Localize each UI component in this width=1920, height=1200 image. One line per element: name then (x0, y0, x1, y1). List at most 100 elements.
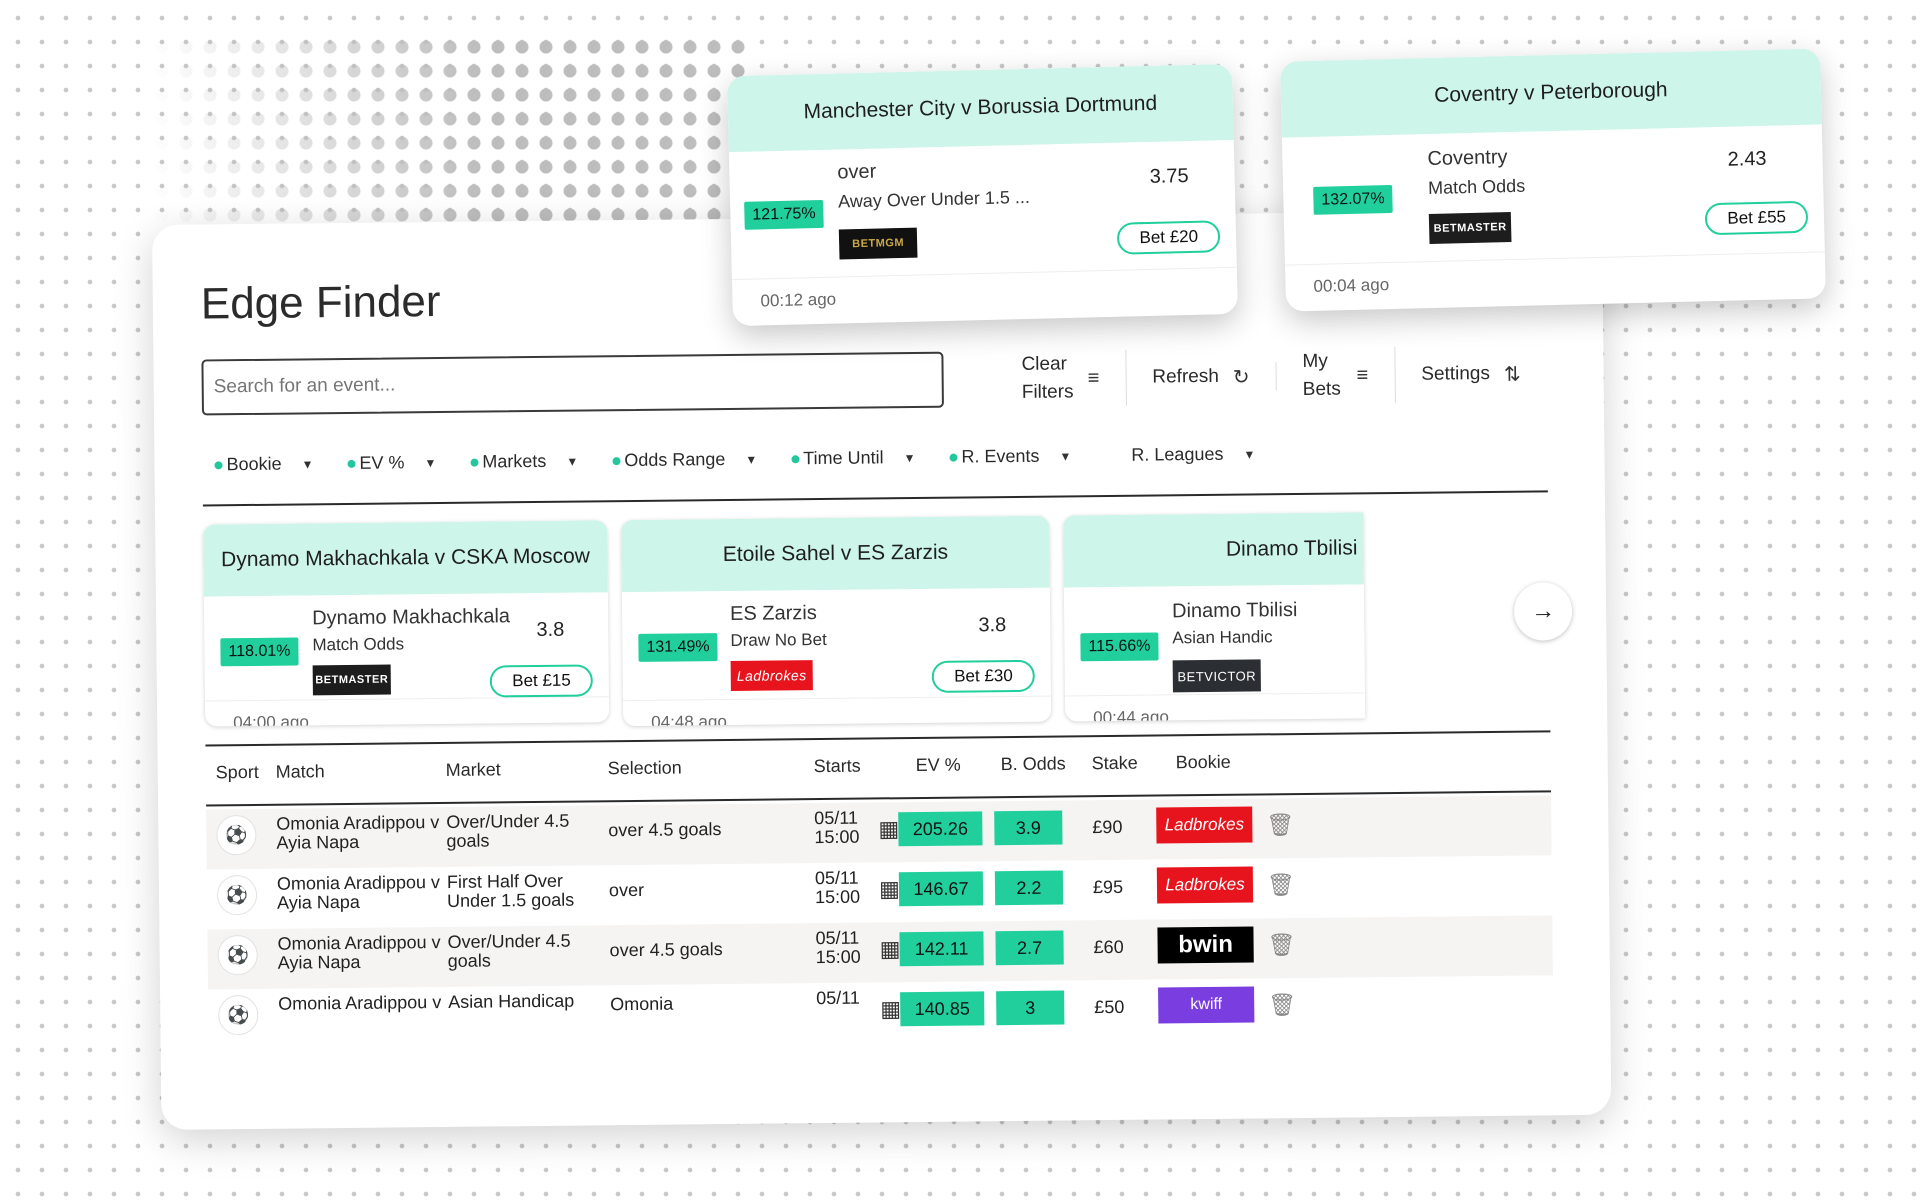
card-odds: 3.8 (978, 614, 1007, 637)
col-ev[interactable]: EV % (915, 754, 961, 776)
chevron-down-icon: ▼ (1059, 448, 1072, 464)
bookie-logo-ladbrokes: Ladbrokes (1156, 806, 1253, 844)
floating-edge-card[interactable]: Manchester City v Borussia Dortmund 121.… (727, 63, 1238, 327)
card-odds: 2.43 (1727, 147, 1767, 171)
settings-label: Settings (1421, 362, 1491, 385)
ev-badge: 118.01% (220, 637, 299, 667)
card-selection: ES Zarzis (729, 602, 817, 625)
edge-card[interactable]: Dynamo Makhachkala v CSKA Moscow 118.01%… (203, 520, 610, 727)
col-selection[interactable]: Selection (607, 757, 682, 779)
filter-r-leagues[interactable]: R. Leagues ▼ (1131, 443, 1255, 465)
card-market: Asian Handic (1172, 627, 1273, 648)
bet-button[interactable]: Bet £15 (490, 664, 593, 698)
filter-markets[interactable]: Markets ▼ (470, 451, 578, 473)
trash-icon[interactable]: 🗑 (1266, 872, 1296, 898)
bookie-logo-bwin: bwin (1157, 926, 1254, 964)
row-selection: Omonia (610, 993, 674, 1015)
filter-r-events[interactable]: R. Events ▼ (949, 445, 1071, 467)
soccer-ball-icon: ⚽ (216, 814, 257, 856)
filter-bookie[interactable]: Bookie ▼ (214, 453, 314, 475)
active-dot (612, 456, 621, 465)
bookie-logo-betmaster: BETMASTER (1428, 212, 1512, 245)
soccer-ball-icon: ⚽ (218, 994, 259, 1036)
refresh-icon: ↻ (1232, 366, 1250, 389)
filter-ev[interactable]: EV % ▼ (347, 452, 436, 474)
card-body: 118.01% Dynamo Makhachkala Match Odds 3.… (204, 592, 609, 700)
col-starts[interactable]: Starts (813, 755, 861, 777)
bookie-logo-betvictor: BETVICTOR (1172, 659, 1261, 693)
card-selection: Dynamo Makhachkala (312, 605, 511, 630)
trash-icon[interactable]: 🗑 (1268, 992, 1297, 1018)
row-match: Omonia Aradippou v Ayia Napa (277, 932, 441, 973)
card-odds: 3.75 (1149, 164, 1189, 188)
filter-odds-range[interactable]: Odds Range ▼ (612, 449, 757, 472)
col-stake[interactable]: Stake (1091, 752, 1138, 774)
card-market: Match Odds (312, 634, 405, 655)
row-match: Omonia Aradippou v Ayia Napa (276, 872, 441, 913)
col-market[interactable]: Market (445, 759, 501, 780)
filter-time-until[interactable]: Time Until ▼ (791, 447, 916, 469)
toolbar: Clear Filters ≡ Refresh ↻ My Bets ≡ Sett… (995, 345, 1547, 408)
col-odds[interactable]: B. Odds (1000, 753, 1066, 775)
ev-badge: 132.07% (1313, 184, 1393, 215)
card-odds: 3.8 (536, 618, 565, 641)
soccer-ball-icon: ⚽ (217, 934, 258, 976)
edge-card[interactable]: Etoile Sahel v ES Zarzis 131.49% ES Zarz… (621, 515, 1052, 727)
calculator-icon[interactable]: ▦ (879, 936, 901, 962)
filter-label: EV % (359, 452, 405, 473)
clear-filters-button[interactable]: Clear Filters ≡ (995, 349, 1127, 408)
filter-label: Time Until (803, 447, 884, 469)
filter-label: R. Events (961, 445, 1040, 467)
calculator-icon[interactable]: ▦ (878, 816, 900, 842)
table-header: Sport Match Market Selection Starts EV %… (205, 730, 1551, 800)
bet-button[interactable]: Bet £20 (1117, 220, 1221, 255)
refresh-label: Refresh (1152, 365, 1219, 388)
card-time-ago: 04:00 ago (204, 696, 610, 727)
calculator-icon[interactable]: ▦ (878, 876, 900, 902)
col-bookie[interactable]: Bookie (1175, 751, 1231, 773)
active-dot (214, 460, 223, 469)
floating-edge-card[interactable]: Coventry v Peterborough 132.07% Coventry… (1280, 48, 1826, 312)
calculator-icon[interactable]: ▦ (880, 996, 902, 1022)
row-stake: £50 (1094, 996, 1125, 1018)
col-match[interactable]: Match (275, 761, 325, 782)
odds-pill: 2.2 (994, 870, 1064, 906)
row-selection: over 4.5 goals (609, 939, 723, 961)
card-selection: Dinamo Tbilisi (1171, 599, 1298, 623)
card-selection: Coventry (1427, 146, 1508, 171)
row-market: Over/Under 4.5 goals (447, 930, 571, 971)
chevron-down-icon: ▼ (301, 456, 314, 471)
trash-icon[interactable]: 🗑 (1266, 812, 1295, 838)
active-dot (949, 453, 958, 462)
bet-button[interactable]: Bet £30 (931, 659, 1035, 693)
col-sport[interactable]: Sport (215, 761, 259, 783)
row-market: Asian Handicap (448, 990, 575, 1012)
search-input[interactable] (201, 351, 944, 416)
row-selection: over (608, 879, 645, 901)
card-market: Draw No Bet (730, 629, 827, 650)
bookie-logo-betmgm: BETMGM (838, 227, 918, 260)
card-event-title: Dynamo Makhachkala v CSKA Moscow (203, 520, 608, 597)
card-event-title: Manchester City v Borussia Dortmund (727, 63, 1234, 153)
my-bets-label: My Bets (1302, 350, 1341, 400)
carousel-next-arrow-icon[interactable]: → (1513, 582, 1573, 641)
card-body: 132.07% Coventry Match Odds 2.43 BETMAST… (1281, 124, 1825, 266)
bookie-logo-ladbrokes: Ladbrokes (730, 660, 813, 691)
trash-icon[interactable]: 🗑 (1267, 932, 1296, 958)
ev-badge: 121.75% (744, 199, 824, 230)
table-row[interactable]: ⚽ Omonia Aradippou v Asian Handicap Omon… (208, 975, 1554, 1049)
filter-bar: Bookie ▼ EV % ▼ Markets ▼ Odds Range ▼ Time … (214, 443, 1255, 475)
decorative-dot-pattern (150, 35, 750, 245)
edge-card-partial[interactable]: Dinamo Tbilisi 115.66% Dinamo Tbilisi As… (1063, 512, 1366, 722)
ev-badge: 131.49% (638, 633, 718, 662)
refresh-button[interactable]: Refresh ↻ (1126, 362, 1277, 392)
settings-button[interactable]: Settings ⇅ (1395, 359, 1547, 389)
odds-pill: 3.9 (994, 810, 1063, 846)
row-match: Omonia Aradippou v (278, 992, 442, 1014)
card-time-ago: 00:44 ago (1064, 692, 1366, 722)
my-bets-button[interactable]: My Bets ≡ (1276, 346, 1396, 405)
card-event-title: Coventry v Peterborough (1280, 48, 1822, 138)
bet-button[interactable]: Bet £55 (1705, 200, 1809, 236)
filter-icon: ≡ (1356, 363, 1369, 386)
chevron-down-icon: ▼ (903, 450, 916, 465)
